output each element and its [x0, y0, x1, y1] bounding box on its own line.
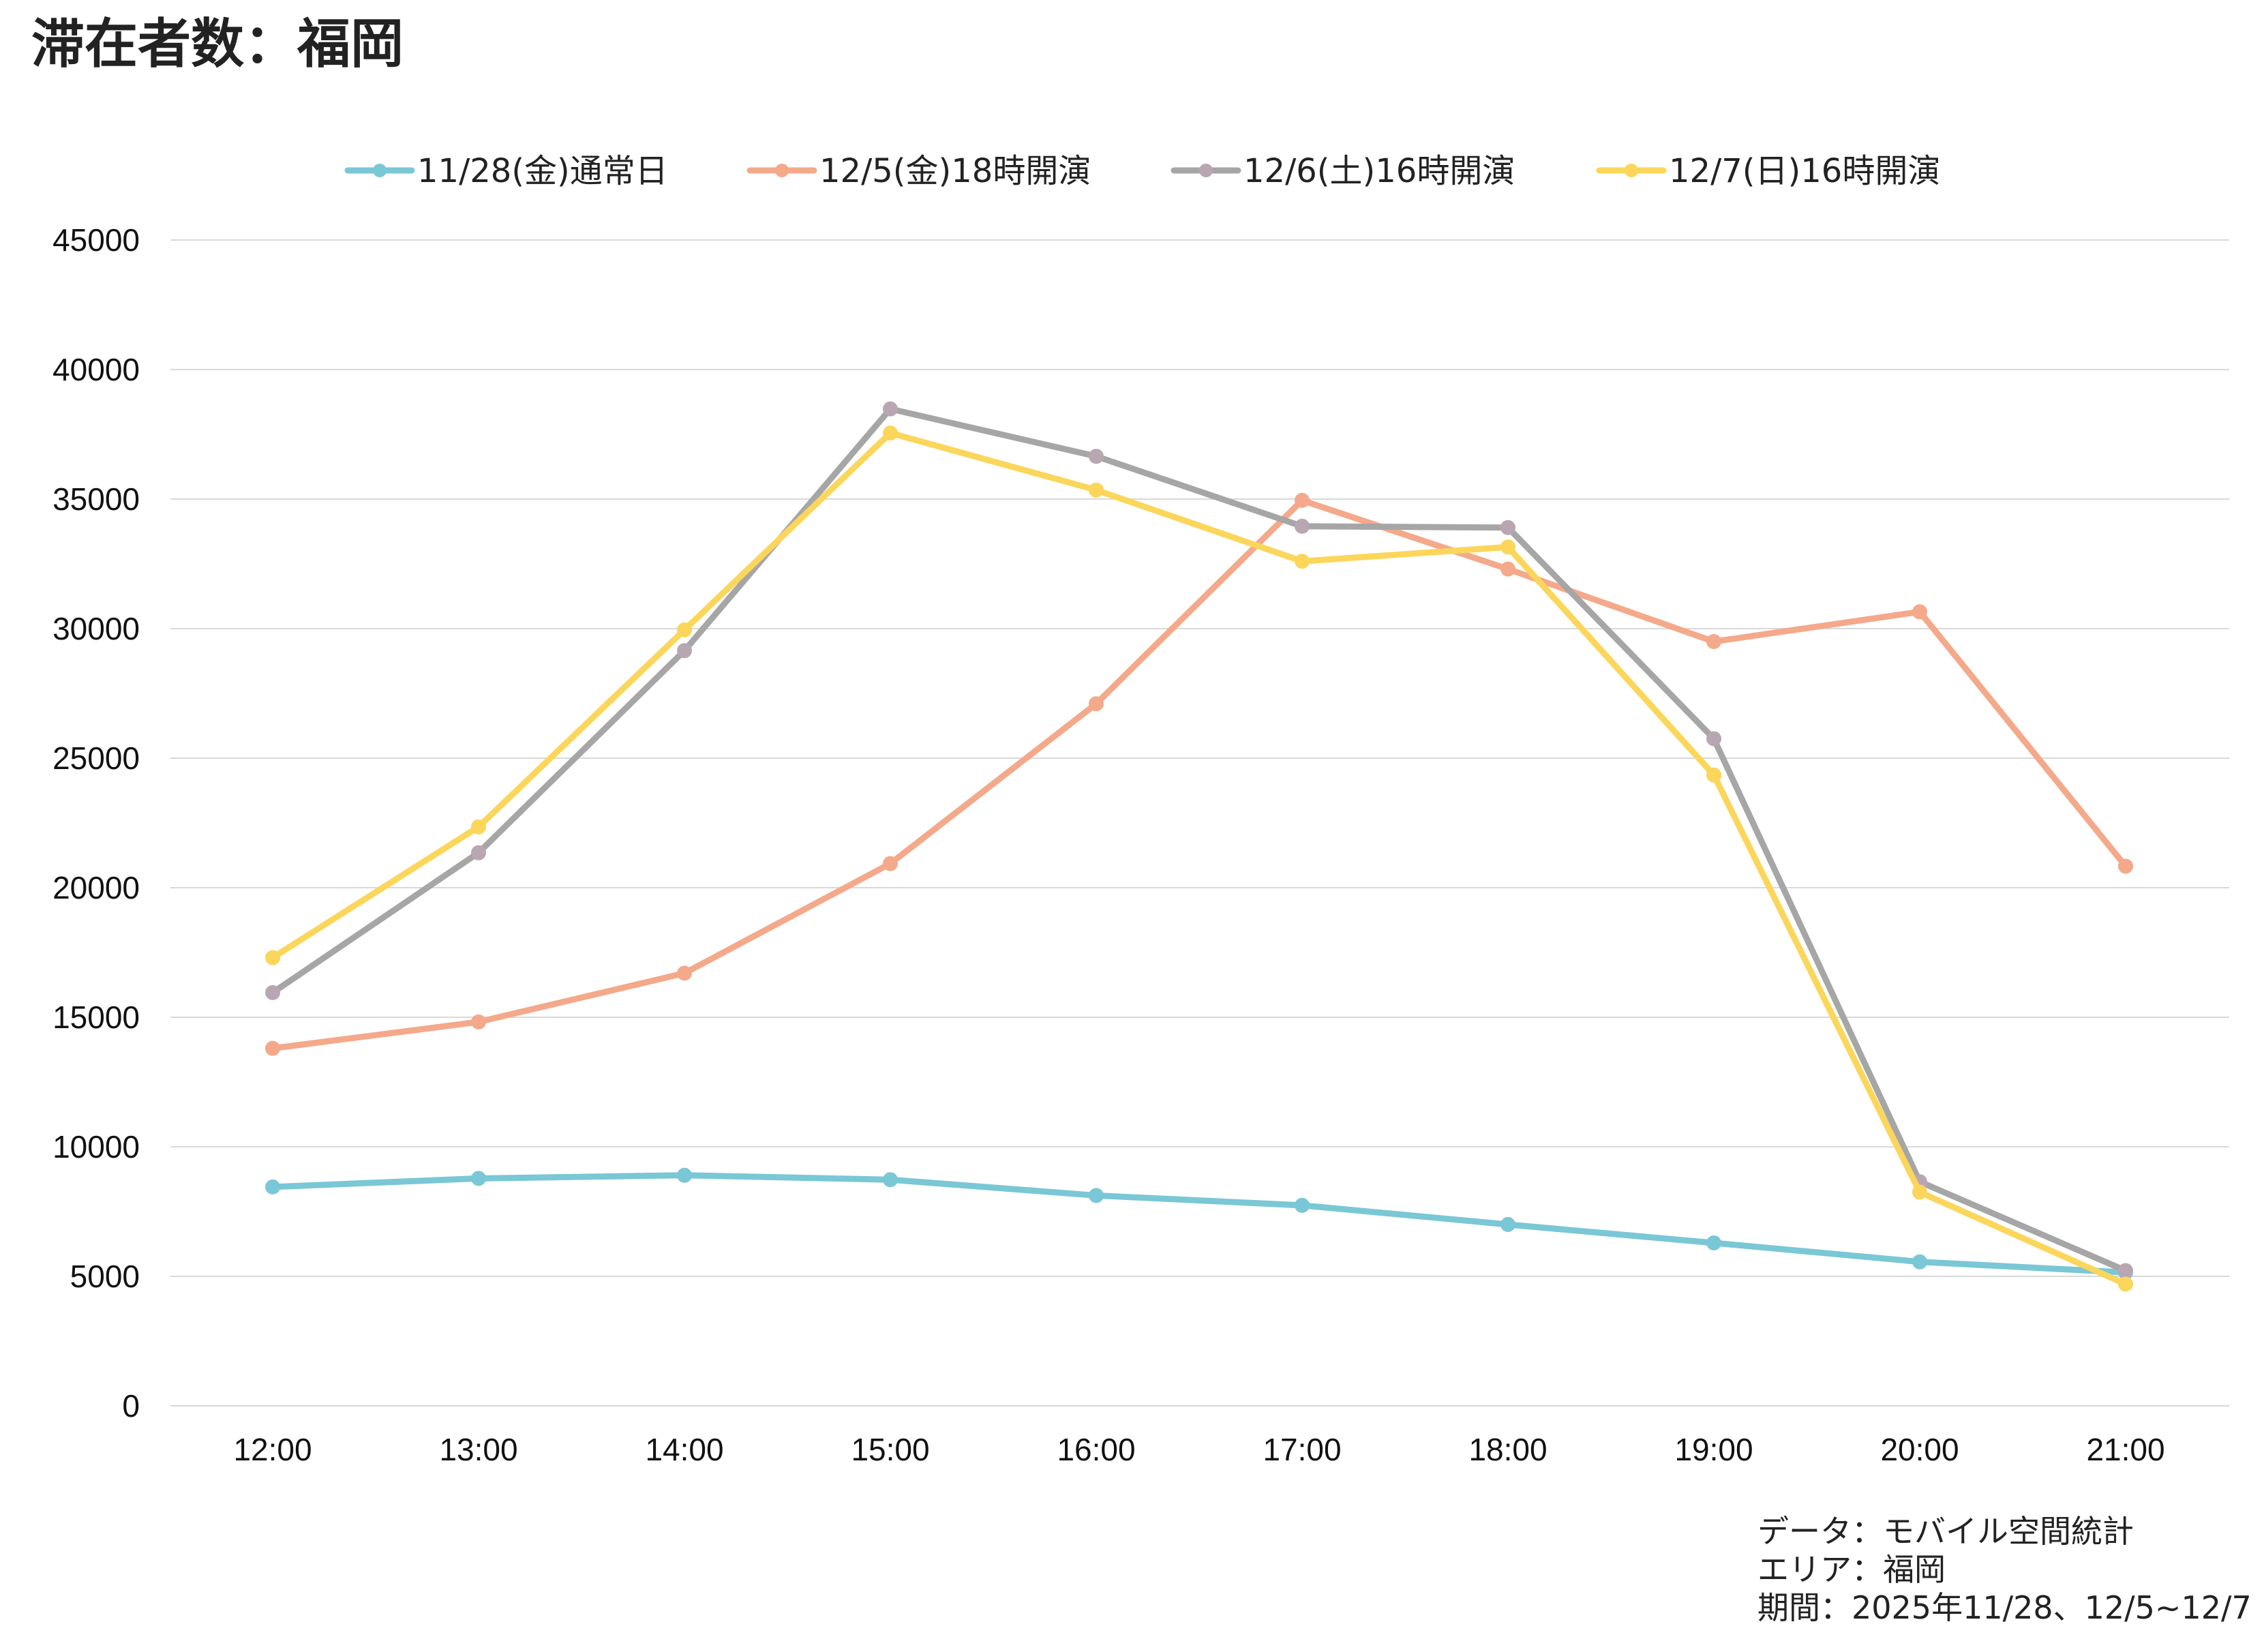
data-point — [883, 401, 898, 417]
data-point — [1295, 554, 1310, 569]
data-point — [471, 845, 486, 860]
data-point — [883, 425, 898, 441]
data-point — [1295, 492, 1310, 508]
data-point — [1089, 449, 1104, 464]
y-tick-label: 0 — [122, 1388, 140, 1424]
y-tick-label: 45000 — [52, 222, 140, 258]
data-point — [1500, 539, 1515, 555]
x-tick-label: 17:00 — [1263, 1432, 1341, 1467]
x-tick-label: 16:00 — [1057, 1432, 1135, 1467]
series-lines — [265, 401, 2133, 1292]
data-point — [1706, 1235, 1721, 1250]
y-tick-label: 30000 — [52, 611, 140, 646]
legend-label: 12/7(日)16時開演 — [1669, 152, 1940, 190]
data-point — [265, 950, 280, 965]
data-point — [677, 622, 692, 637]
legend-swatch-marker — [1199, 164, 1213, 177]
data-point — [2118, 1263, 2133, 1278]
chart-title: 滞在者数：福岡 — [31, 14, 404, 75]
data-point — [677, 965, 692, 981]
legend-label: 12/5(金)18時開演 — [819, 152, 1091, 190]
legend[interactable]: 11/28(金)通常日 12/5(金)18時開演 12/6(土)16時開演 12/7(… — [344, 152, 1940, 190]
data-point — [1912, 1254, 1927, 1270]
x-tick-label: 14:00 — [645, 1432, 723, 1467]
data-point — [1706, 731, 1721, 747]
legend-swatch-marker — [373, 164, 387, 177]
data-point — [1295, 1197, 1310, 1213]
data-point — [471, 819, 486, 835]
data-point — [2118, 858, 2133, 874]
y-tick-label: 40000 — [52, 352, 140, 387]
source-data-line: データ：モバイル空間統計 — [1757, 1513, 2134, 1550]
data-point — [265, 1040, 280, 1056]
data-point — [265, 1179, 280, 1195]
series-line — [269, 406, 2129, 1274]
x-tick-label: 20:00 — [1880, 1432, 1959, 1467]
series-line — [269, 1172, 2129, 1276]
series-4 — [265, 425, 2133, 1292]
source-period-line: 期間：2025年11/28、12/5~12/7 — [1757, 1589, 2252, 1626]
source-area-line: エリア：福岡 — [1757, 1551, 1946, 1588]
data-point — [883, 856, 898, 871]
data-point — [1295, 518, 1310, 534]
data-point — [2118, 1276, 2133, 1292]
series-2 — [265, 492, 2133, 1056]
source-note: データ：モバイル空間統計 エリア：福岡 期間：2025年11/28、12/5~1… — [1757, 1512, 2252, 1627]
data-point — [1089, 696, 1104, 712]
data-point — [883, 1172, 898, 1188]
legend-swatch-marker — [775, 164, 789, 177]
x-tick-label: 18:00 — [1468, 1432, 1547, 1467]
y-tick-label: 35000 — [52, 481, 140, 517]
series-line — [269, 497, 2129, 1052]
y-axis-ticks: 0 5000 10000 15000 20000 25000 30000 35000 40000… — [52, 222, 140, 1424]
legend-label: 11/28(金)通常日 — [417, 152, 668, 190]
data-point — [1500, 1217, 1515, 1232]
series-3 — [265, 401, 2133, 1278]
x-tick-label: 21:00 — [2086, 1432, 2164, 1467]
legend-item-2[interactable]: 12/5(金)18時開演 — [746, 152, 1091, 190]
y-tick-label: 25000 — [52, 740, 140, 776]
legend-label: 12/6(土)16時開演 — [1243, 152, 1515, 190]
data-point — [471, 1014, 486, 1030]
y-tick-label: 20000 — [52, 870, 140, 905]
x-tick-label: 12:00 — [233, 1432, 312, 1467]
data-point — [471, 1171, 486, 1186]
data-point — [1500, 520, 1515, 535]
data-point — [1089, 1188, 1104, 1203]
data-point — [677, 1167, 692, 1183]
y-tick-label: 15000 — [52, 1000, 140, 1035]
x-tick-label: 15:00 — [851, 1432, 929, 1467]
series-1 — [265, 1167, 2133, 1280]
legend-item-4[interactable]: 12/7(日)16時開演 — [1596, 152, 1940, 190]
data-point — [1500, 561, 1515, 577]
x-tick-label: 13:00 — [439, 1432, 517, 1467]
x-tick-label: 19:00 — [1674, 1432, 1753, 1467]
y-tick-label: 10000 — [52, 1129, 140, 1165]
legend-item-3[interactable]: 12/6(土)16時開演 — [1171, 152, 1515, 190]
data-point — [1912, 604, 1927, 620]
y-tick-label: 5000 — [70, 1259, 140, 1294]
data-point — [1089, 482, 1104, 498]
series-line — [269, 430, 2129, 1287]
data-point — [1706, 767, 1721, 783]
legend-item-1[interactable]: 11/28(金)通常日 — [344, 152, 668, 190]
gridlines — [170, 239, 2229, 1407]
x-axis-ticks: 12:00 13:00 14:00 15:00 16:00 17:00 18:00 19:00… — [233, 1432, 2164, 1467]
data-point — [1706, 634, 1721, 649]
legend-swatch-marker — [1625, 164, 1638, 177]
data-point — [265, 985, 280, 1000]
data-point — [677, 643, 692, 659]
data-point — [1912, 1184, 1927, 1200]
